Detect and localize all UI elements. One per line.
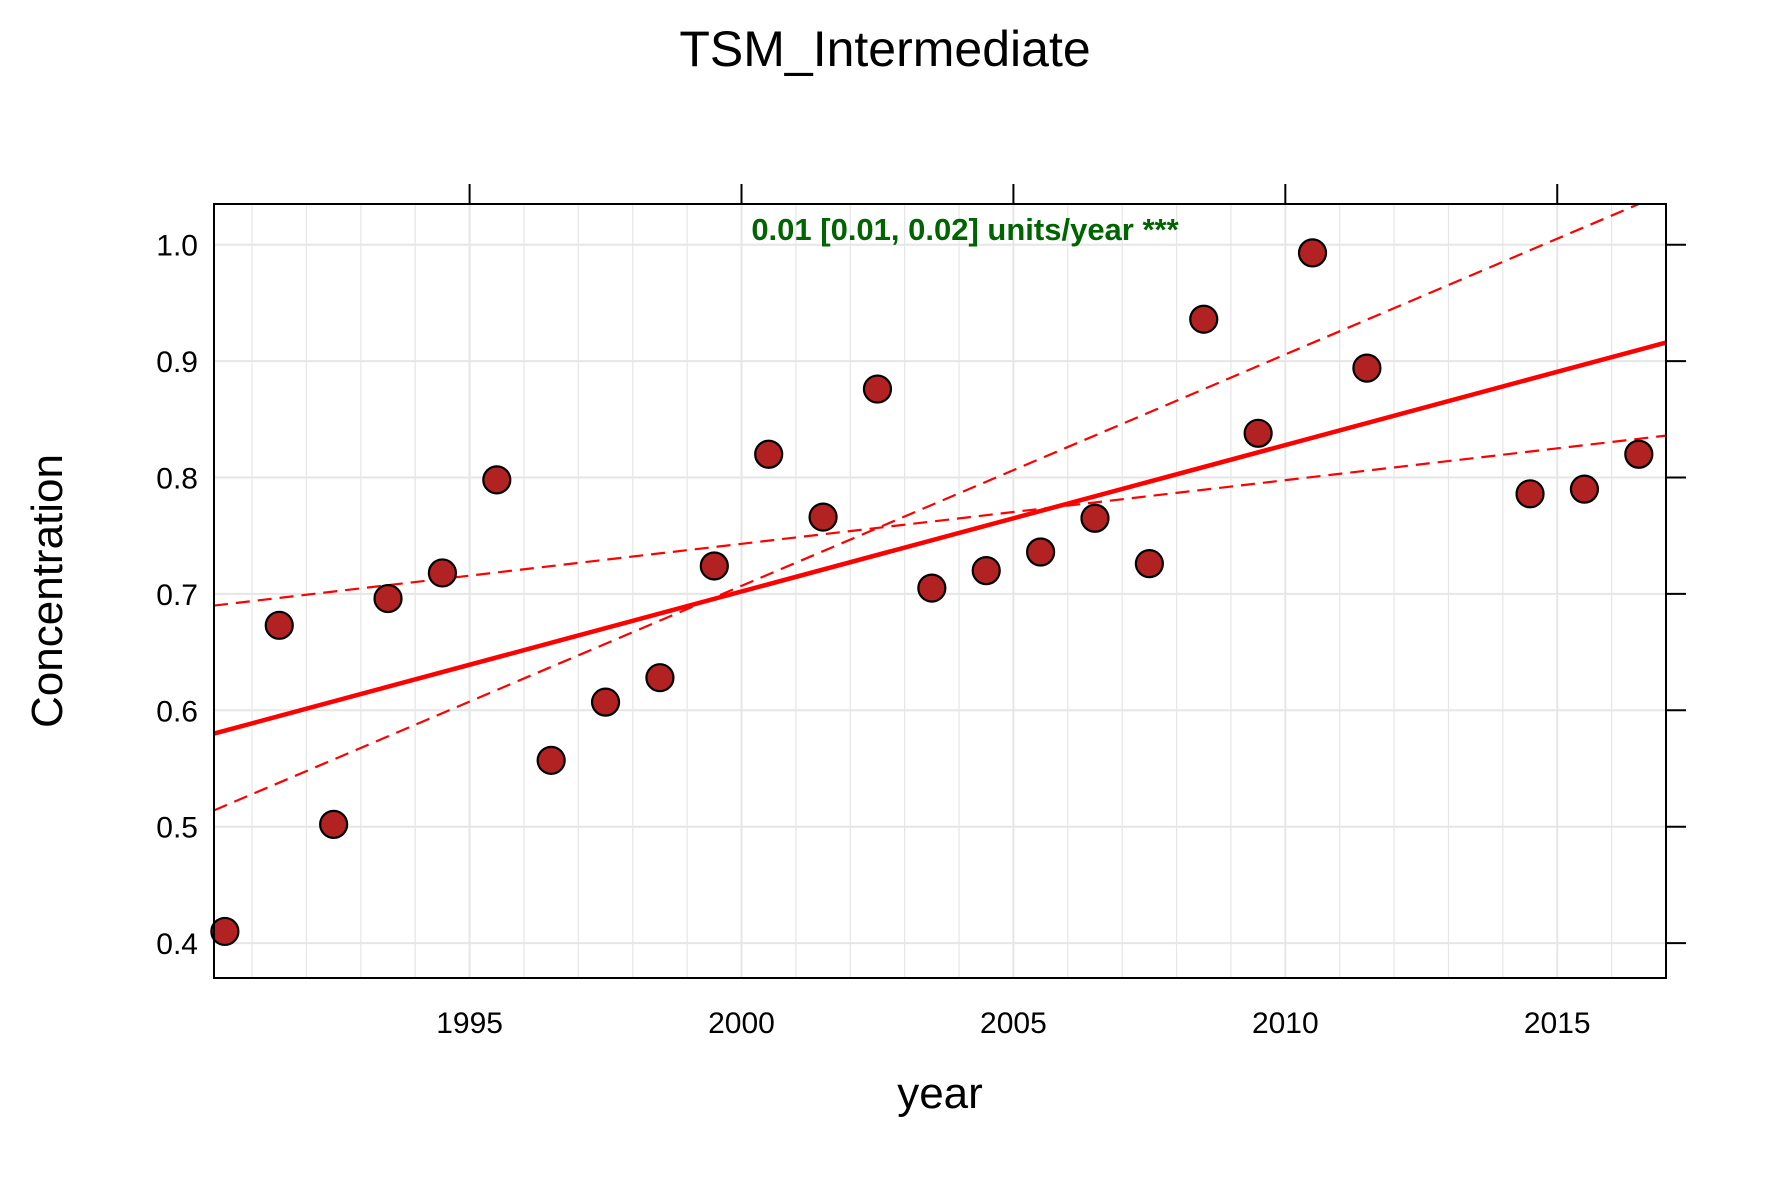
data-point (1569, 474, 1600, 504)
data-point (536, 745, 566, 775)
y-tick-label: 0.8 (156, 463, 198, 496)
confidence-line-3 (214, 204, 1640, 812)
y-tick-label: 0.5 (156, 812, 198, 845)
data-point (1243, 418, 1273, 448)
plot-frame (213, 203, 1667, 979)
axes: 1995 2000 2005 2010 2015 0.4 0.5 0.6 0.7 0.8 0.9 1.… (156, 184, 1686, 1040)
y-tick-label: 0.4 (156, 928, 198, 961)
data-point (373, 583, 403, 614)
data-points (210, 238, 1654, 947)
data-point (427, 558, 458, 588)
data-point (210, 916, 240, 947)
x-tick-label: 1995 (436, 1007, 503, 1040)
y-tick-label: 0.7 (156, 579, 198, 612)
data-point (1080, 503, 1110, 533)
data-point (264, 610, 294, 640)
trend-annotation: 0.01 [0.01, 0.02] units/year *** (751, 212, 1179, 247)
data-point (699, 551, 729, 581)
data-point (1297, 238, 1328, 268)
y-tick-label: 0.6 (156, 695, 198, 728)
data-point (1515, 479, 1545, 509)
data-point (1624, 439, 1654, 469)
data-point (754, 439, 784, 469)
x-tick-label: 2015 (1524, 1007, 1591, 1040)
data-point (482, 465, 512, 495)
data-point (917, 573, 947, 603)
y-axis-label: Concentration (23, 454, 72, 728)
x-tick-label: 2000 (708, 1007, 775, 1040)
data-point (645, 663, 675, 693)
data-point (1134, 549, 1164, 579)
data-point (590, 687, 621, 717)
data-point (1352, 353, 1382, 383)
y-tick-label: 0.9 (156, 346, 198, 379)
data-point (971, 556, 1001, 586)
data-point (862, 374, 893, 404)
y-tick-label: 1.0 (156, 230, 198, 263)
x-tick-label: 2005 (980, 1007, 1047, 1040)
data-point (1189, 304, 1219, 334)
x-axis-label: year (897, 1069, 983, 1118)
x-tick-label: 2010 (1252, 1007, 1319, 1040)
trend-line (214, 340, 1666, 736)
data-point (808, 502, 838, 532)
data-point (1026, 537, 1056, 567)
data-point (319, 809, 349, 839)
chart-title: TSM_Intermediate (679, 21, 1090, 77)
